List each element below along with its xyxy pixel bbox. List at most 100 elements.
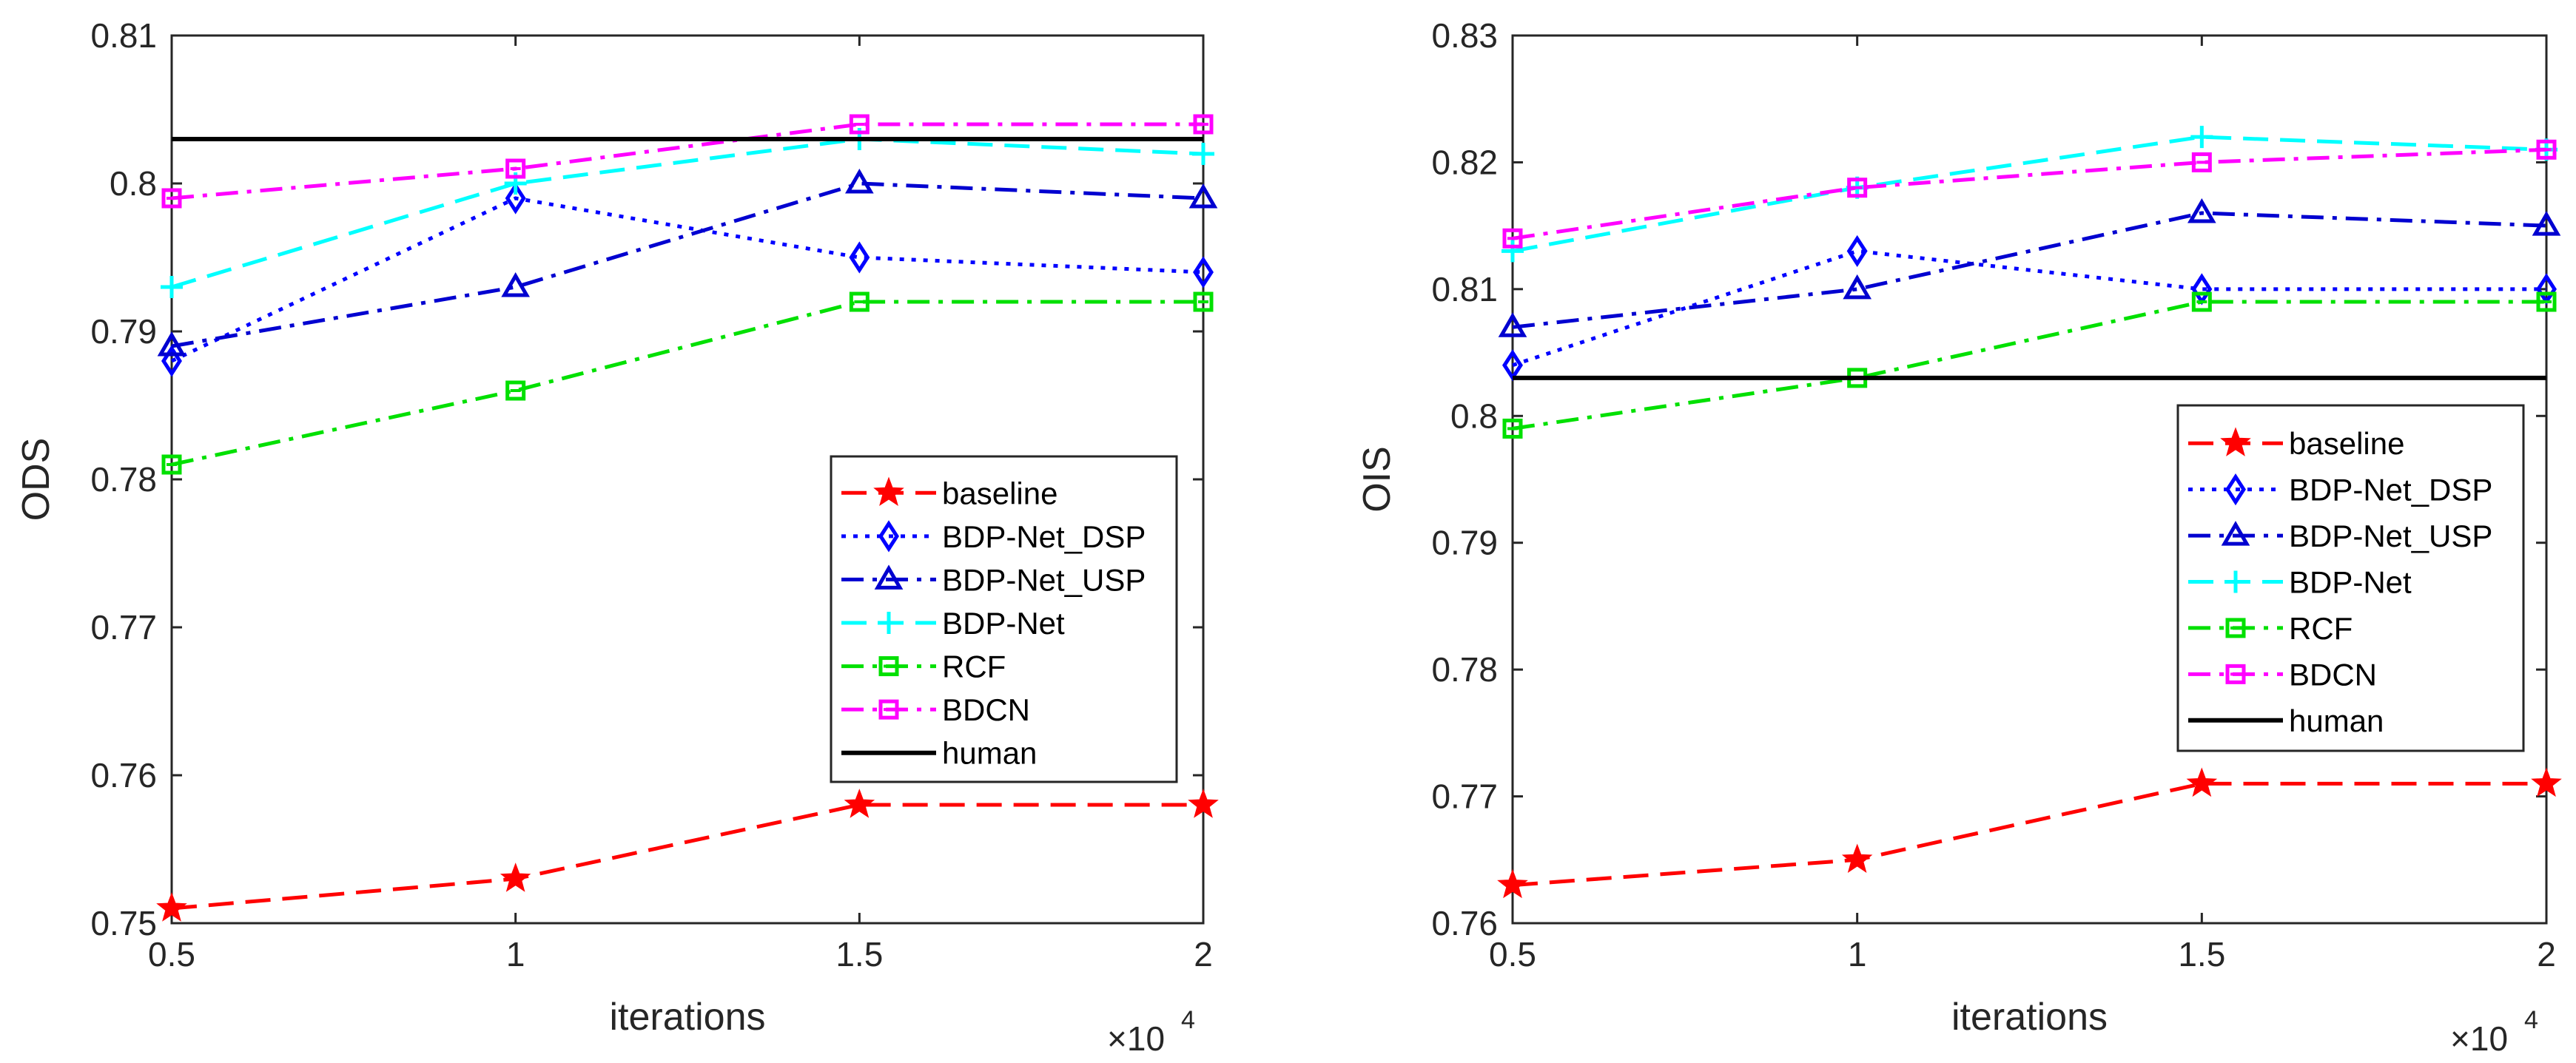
x-multiplier-exponent: 4 [2524, 1006, 2538, 1034]
x-axis-label: iterations [610, 996, 766, 1039]
series-line-bdp-net [171, 137, 1204, 289]
series-line-rcf [171, 300, 1203, 467]
legend-label: BDP-Net [942, 606, 1065, 641]
ods-chart: 0.5 1 1.5 2 0.75 0.76 0.77 0.78 0.79 0.8 0.81 itera… [15, 16, 1219, 1058]
y-tick-label: 0.83 [1431, 16, 1498, 55]
series-line-bdp-net [1512, 135, 2547, 253]
data-point-bdp-net-usp [2532, 211, 2561, 236]
series-line-baseline [171, 803, 1203, 911]
data-point-baseline [1497, 868, 1528, 899]
y-tick-label: 0.79 [1431, 524, 1498, 562]
data-point-rcf [2536, 291, 2557, 312]
x-tick-label: 2 [1194, 935, 1213, 973]
data-point-rcf [161, 454, 182, 475]
data-point-baseline [2186, 767, 2218, 797]
y-tick-label: 0.75 [90, 904, 157, 942]
legend-marker [878, 656, 899, 677]
series-line-bdp-net-dsp [170, 196, 1204, 363]
legend-marker [878, 699, 899, 720]
y-tick-label: 0.76 [90, 756, 157, 794]
x-tick-label: 1 [1848, 935, 1867, 973]
data-point-bdcn [849, 114, 870, 135]
legend-label: RCF [942, 649, 1006, 684]
y-tick-label: 0.78 [90, 460, 157, 499]
legend-label: BDCN [2289, 657, 2377, 692]
legend-marker [878, 520, 899, 553]
legend-marker [874, 564, 904, 590]
data-point-bdcn [1193, 114, 1214, 135]
x-multiplier: ×10 [1107, 1019, 1165, 1058]
legend-marker [2221, 521, 2250, 546]
x-axis-label: iterations [1951, 996, 2108, 1039]
series-line-bdcn [1512, 147, 2547, 240]
data-point-bdp-net-dsp [1193, 256, 1214, 288]
legend-marker [2220, 427, 2251, 456]
data-point-rcf [849, 291, 870, 312]
data-point-bdp-net-usp [157, 331, 186, 357]
legend-marker [2225, 664, 2246, 684]
data-point-bdp-net-usp [1188, 183, 1218, 209]
data-point-bdp-net-usp [845, 168, 874, 194]
y-tick-label: 0.8 [110, 164, 157, 203]
x-multiplier: ×10 [2450, 1019, 2508, 1058]
data-point-bdcn [1502, 228, 1523, 249]
series-line-baseline [1512, 781, 2546, 888]
legend-marker [2225, 618, 2246, 638]
legend-label: RCF [2289, 611, 2353, 646]
legend-label: BDP-Net_USP [942, 562, 1146, 597]
data-point-bdp-net [2190, 126, 2213, 149]
series-line-bdp-net-usp [1512, 211, 2547, 329]
data-point-bdcn [2191, 152, 2212, 172]
y-axis-label: ODS [15, 438, 58, 522]
x-tick-label: 1.5 [2178, 935, 2225, 973]
data-point-bdp-net-usp [1843, 274, 1872, 300]
legend-marker [873, 476, 904, 507]
data-point-rcf [505, 380, 526, 401]
legend-marker [2224, 570, 2247, 593]
data-point-bdcn [2536, 139, 2557, 160]
data-point-bdp-net-usp [501, 271, 530, 297]
legend-label: human [942, 736, 1037, 771]
legend-label: BDCN [942, 692, 1030, 727]
legend-label: baseline [2289, 426, 2404, 461]
data-point-baseline [156, 892, 187, 922]
data-point-bdp-net-dsp [505, 182, 526, 215]
data-point-bdp-net-dsp [161, 345, 182, 377]
x-multiplier-exponent: 4 [1181, 1006, 1195, 1034]
data-point-baseline [2531, 767, 2562, 797]
x-tick-label: 1.5 [835, 935, 883, 973]
legend-label: human [2289, 703, 2384, 738]
data-point-baseline [1841, 843, 1873, 874]
y-tick-label: 0.77 [1431, 777, 1498, 816]
x-tick-label: 0.5 [148, 935, 195, 973]
y-tick-label: 0.76 [1431, 904, 1498, 942]
y-axis-label: OIS [1356, 446, 1399, 513]
data-point-bdcn [505, 158, 526, 179]
x-tick-label: 0.5 [1489, 935, 1536, 973]
y-tick-label: 0.8 [1450, 396, 1498, 435]
x-tick-label: 2 [2537, 935, 2556, 973]
series-line-bdcn [171, 122, 1203, 200]
x-tick-label: 1 [506, 935, 525, 973]
legend-marker [2225, 473, 2246, 506]
legend-label: baseline [942, 476, 1057, 510]
legend-label: BDP-Net_DSP [2289, 473, 2492, 507]
legend-label: BDP-Net_DSP [942, 519, 1146, 554]
ois-chart: 0.5 1 1.5 2 0.76 0.77 0.78 0.79 0.8 0.81 0.82 0.83 i… [1356, 16, 2562, 1058]
data-point-rcf [2191, 291, 2212, 312]
data-point-bdcn [1847, 178, 1868, 198]
data-point-bdcn [161, 188, 182, 209]
data-point-bdp-net [161, 276, 183, 298]
data-point-baseline [844, 789, 875, 818]
data-point-baseline [500, 863, 531, 892]
legend-label: BDP-Net [2289, 565, 2412, 600]
legend-marker [878, 612, 900, 634]
data-point-baseline [1188, 789, 1219, 818]
legend-label: BDP-Net_USP [2289, 519, 2492, 553]
data-point-rcf [1193, 291, 1214, 312]
y-tick-label: 0.79 [90, 312, 157, 351]
data-point-bdp-net-usp [2187, 198, 2216, 223]
data-point-rcf [1502, 418, 1523, 439]
y-tick-label: 0.82 [1431, 143, 1498, 181]
